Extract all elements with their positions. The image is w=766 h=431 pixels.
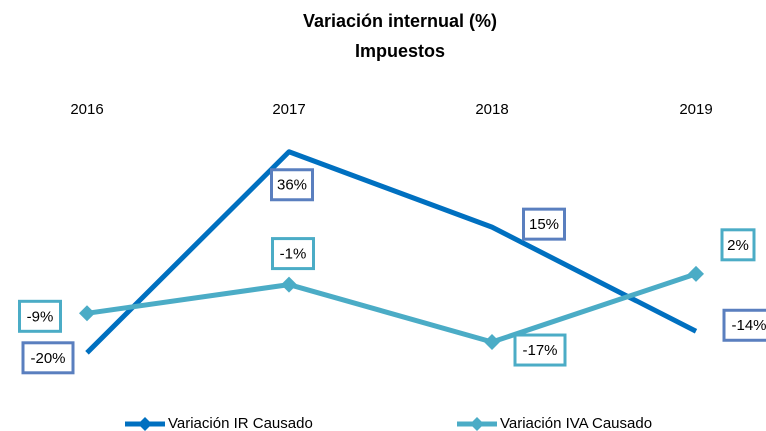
data-label-box: [21, 341, 75, 375]
x-tick-label: 2017: [272, 101, 305, 118]
x-tick-label: 2018: [475, 101, 508, 118]
data-label: -14%: [731, 317, 766, 334]
data-label: 2%: [727, 237, 749, 254]
chart-subtitle: Impuestos: [355, 41, 445, 61]
x-tick-label: 2019: [679, 101, 712, 118]
marker: [281, 276, 297, 293]
data-label: -20%: [30, 350, 65, 367]
data-label-box: [271, 237, 315, 271]
legend-marker: [138, 417, 152, 431]
legend-marker: [470, 417, 484, 431]
data-label: 36%: [277, 177, 307, 194]
data-label-box: [522, 207, 566, 241]
data-label-box: [18, 299, 62, 333]
data-label: -17%: [522, 342, 557, 359]
marker: [484, 334, 500, 351]
marker: [688, 265, 704, 282]
data-label: -1%: [280, 246, 307, 263]
line: [86, 271, 697, 345]
data-label-box: [720, 228, 756, 262]
data-label: 15%: [529, 216, 559, 233]
data-label-box: [270, 168, 314, 202]
marker: [79, 305, 95, 322]
data-label-box: [513, 333, 567, 367]
chart-title: Variación internual (%): [303, 11, 497, 31]
legend-label: Variación IVA Causado: [500, 415, 652, 431]
line: [85, 149, 698, 355]
legend-label: Variación IR Causado: [168, 415, 313, 431]
data-label-box: [722, 308, 766, 342]
data-label: -9%: [27, 308, 54, 325]
x-tick-label: 2016: [70, 101, 103, 118]
